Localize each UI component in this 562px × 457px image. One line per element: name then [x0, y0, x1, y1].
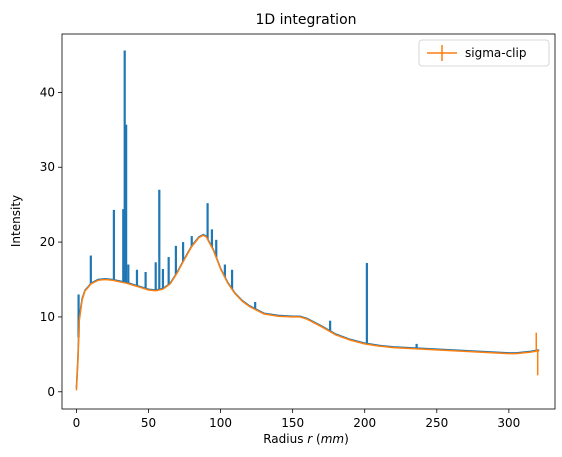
x-tick-label: 150: [281, 416, 304, 430]
x-tick-label: 200: [353, 416, 376, 430]
y-tick-label: 10: [40, 310, 55, 324]
y-ticks: 0 10 20 30 40: [40, 85, 62, 399]
legend: sigma-clip: [418, 39, 550, 67]
x-tick-label: 100: [209, 416, 232, 430]
y-axis-label: Intensity: [9, 195, 23, 247]
legend-label: sigma-clip: [465, 46, 526, 60]
raw-series-line: [75, 233, 540, 389]
y-tick-label: 40: [40, 85, 55, 99]
chart-title: 1D integration: [255, 12, 356, 28]
plot-area: [75, 50, 540, 391]
x-tick-label: 250: [425, 416, 448, 430]
x-tick-label: 300: [497, 416, 520, 430]
sigma-clip-line: [75, 234, 540, 391]
legend-box: [418, 39, 550, 67]
axes-frame: [61, 33, 556, 410]
x-tick-label: 0: [73, 416, 81, 430]
y-tick-label: 0: [47, 385, 55, 399]
x-axis-label: Radius r (mm): [263, 432, 349, 446]
y-tick-label: 30: [40, 160, 55, 174]
x-ticks: 0 50 100 150 200 250 300: [73, 409, 520, 430]
y-tick-label: 20: [40, 235, 55, 249]
x-tick-label: 50: [141, 416, 156, 430]
